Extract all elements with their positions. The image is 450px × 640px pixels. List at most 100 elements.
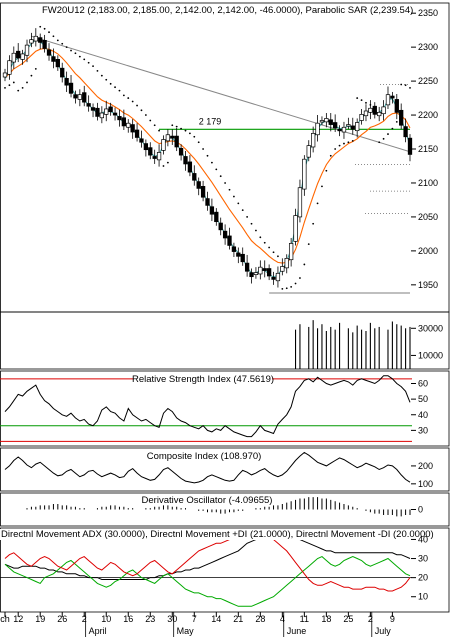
xaxis-tick-label: ch	[0, 614, 10, 624]
composite-ytick-label: 200	[418, 461, 433, 471]
sar-dot	[299, 277, 301, 279]
sar-dot	[158, 129, 160, 132]
candle-body	[222, 230, 228, 239]
sar-dot	[206, 154, 209, 157]
sar-dot	[188, 132, 191, 135]
sar-dot	[312, 222, 315, 225]
candle-body	[148, 147, 153, 156]
sar-dot	[127, 97, 130, 99]
sar-dot	[316, 202, 319, 205]
candle-body	[399, 109, 404, 126]
candle-body	[253, 272, 259, 275]
candle-body	[51, 56, 56, 62]
sar-dot	[224, 182, 227, 184]
sar-dot	[149, 119, 152, 122]
sar-dot	[131, 100, 134, 103]
candle-body	[236, 252, 241, 257]
price-ytick-label: 1950	[418, 280, 438, 290]
sar-dot	[272, 251, 275, 254]
dmi-series-line-1	[4, 556, 411, 607]
candle-body	[359, 114, 364, 121]
xaxis-tick-label: 25	[343, 614, 353, 624]
composite-ytick-label: 100	[418, 479, 433, 489]
xaxis-tick-label: 18	[321, 614, 331, 624]
candle-body	[324, 118, 329, 123]
volume-ytick-label: 10000	[418, 350, 443, 360]
candle-body	[139, 138, 144, 143]
sar-dot	[70, 49, 72, 52]
candle-body	[170, 135, 175, 139]
sar-dot	[347, 141, 350, 144]
candle-body	[95, 107, 100, 117]
sar-dot	[387, 133, 389, 135]
sar-dot	[4, 86, 6, 89]
candle-body	[368, 107, 373, 113]
candle-body	[2, 72, 8, 78]
volume-panel-frame	[0, 311, 450, 370]
price-annotation: 2 179	[199, 116, 222, 126]
dmi-title-bg	[0, 529, 407, 540]
candle-body	[187, 161, 193, 173]
sar-dot	[268, 246, 271, 249]
candle-body	[130, 124, 135, 133]
candle-body	[275, 272, 281, 282]
xaxis-tick-label: 14	[211, 614, 221, 624]
candle-body	[20, 53, 25, 60]
candle-body	[385, 94, 391, 106]
sar-dot	[43, 27, 46, 30]
candle-body	[7, 60, 12, 75]
candle-body	[165, 134, 171, 142]
sar-dot	[250, 222, 253, 225]
candle-body	[293, 215, 298, 242]
sar-dot	[365, 101, 367, 104]
sar-dot	[294, 282, 297, 285]
sar-dot	[202, 148, 204, 150]
dmi-panel-frame	[0, 527, 450, 613]
sar-dot	[184, 129, 187, 132]
sar-dot	[74, 52, 77, 55]
sar-dot	[87, 61, 90, 64]
sar-dot	[219, 175, 222, 178]
sar-dot	[378, 141, 381, 144]
sar-dot	[12, 81, 15, 84]
sar-dot	[65, 46, 68, 49]
sar-dot	[96, 70, 99, 72]
candle-body	[346, 124, 351, 127]
sar-dot	[303, 263, 306, 266]
rsi-ytick-label: 30	[418, 425, 428, 435]
price-ma-short-line	[4, 39, 411, 279]
sar-dot	[211, 161, 213, 164]
candle-body	[42, 40, 47, 49]
xaxis-tick-label: 16	[123, 614, 133, 624]
xaxis-month-label: April	[89, 626, 107, 636]
candle-body	[240, 253, 245, 263]
dmi-ytick-label: 10	[418, 592, 428, 602]
xaxis-month-label: July	[375, 626, 392, 636]
volume-ytick-label: 30000	[418, 323, 443, 333]
candle-body	[73, 94, 78, 99]
price-ytick-label: 2300	[418, 42, 438, 52]
sar-dot	[281, 288, 284, 290]
candle-body	[288, 243, 294, 261]
dmi-ytick-label: 20	[418, 573, 428, 583]
candle-body	[156, 152, 162, 161]
sar-dot	[100, 74, 103, 77]
xaxis-tick-label: 11	[300, 614, 309, 624]
sar-dot	[290, 285, 293, 288]
dmi-series-line-0	[4, 537, 411, 580]
sar-dot	[30, 74, 33, 77]
sar-dot	[241, 209, 244, 212]
sar-dot	[329, 154, 332, 157]
dmi-panel-title: Directnl Movement ADX (30.0000), Directn…	[1, 529, 434, 540]
candle-body	[271, 277, 276, 280]
rsi-ytick-label: 50	[418, 394, 428, 404]
candle-body	[311, 133, 316, 148]
sar-dot	[369, 103, 372, 106]
candle-body	[178, 147, 184, 156]
composite-line	[4, 451, 411, 484]
sar-dot	[400, 83, 403, 86]
sar-dot	[144, 114, 147, 116]
sar-dot	[34, 67, 37, 70]
candle-body	[231, 246, 237, 252]
